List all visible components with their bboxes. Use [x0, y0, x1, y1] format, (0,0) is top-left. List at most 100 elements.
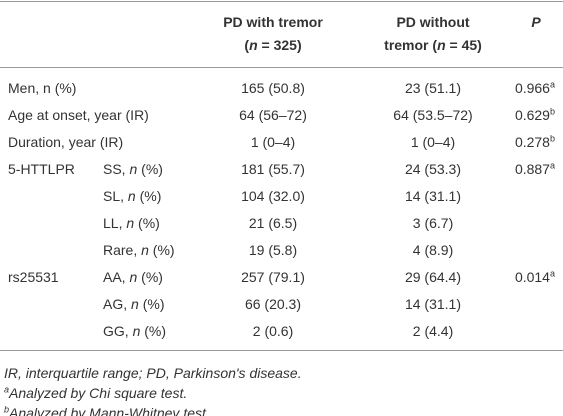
- value-cell: 64 (53.5–72): [333, 106, 533, 124]
- text-run: n: [129, 269, 138, 285]
- text-run: Analyzed by Chi square test.: [9, 385, 188, 401]
- value-cell: 1 (0–4): [333, 133, 533, 151]
- cell-text: rs25531: [8, 269, 59, 285]
- cell-text: 0.278: [514, 134, 550, 150]
- text-run: = 325): [257, 37, 302, 53]
- label: Rare, n (%): [103, 242, 175, 258]
- value-cell: 181 (55.7): [173, 160, 373, 178]
- cell-text: 23 (51.1): [404, 80, 462, 96]
- row-label: Men, n (%): [8, 79, 76, 97]
- cell-text: 66 (20.3): [244, 296, 302, 312]
- text-run: (%): [137, 269, 163, 285]
- label: Men, n (%): [8, 80, 76, 96]
- text-run: n: [129, 161, 138, 177]
- value-cell: 23 (51.1): [333, 79, 533, 97]
- text-run: (%): [137, 161, 163, 177]
- cell-text: 4 (8.9): [412, 242, 454, 258]
- label: AA, n (%): [103, 269, 163, 285]
- cell-text: 165 (50.8): [241, 80, 305, 96]
- text-run: n: [141, 242, 149, 258]
- cell-text: 64 (56–72): [239, 107, 307, 123]
- superscript: b: [549, 106, 555, 117]
- text-run: Rare,: [103, 242, 142, 258]
- text-run: P: [531, 14, 541, 30]
- label: GG, n (%): [103, 323, 166, 339]
- superscript: a: [549, 268, 555, 279]
- text-run: (%): [135, 188, 162, 204]
- value-cell: 21 (6.5): [173, 214, 373, 232]
- row-label: SL, n (%): [103, 187, 161, 205]
- text-run: (%): [138, 296, 165, 312]
- value-cell: 2 (4.4): [333, 322, 533, 340]
- text-run: (%): [140, 323, 167, 339]
- group-label: rs25531: [8, 268, 59, 286]
- cell-text: 64 (53.5–72): [393, 107, 473, 123]
- cell-text: 2 (0.6): [252, 323, 294, 339]
- cell-text: 24 (53.3): [404, 161, 462, 177]
- p-value: 0.887a: [515, 160, 555, 178]
- p-value: 0.629b: [515, 106, 555, 124]
- label: SL, n (%): [103, 188, 161, 204]
- rule: [0, 1, 563, 2]
- text-run: = 45): [445, 37, 482, 53]
- cell-text: 257 (79.1): [241, 269, 305, 285]
- row-label: AG, n (%): [103, 295, 164, 313]
- text-run: n: [437, 37, 446, 53]
- superscript: a: [549, 79, 555, 90]
- text-run: AA,: [103, 269, 130, 285]
- text-run: PD without: [396, 14, 470, 30]
- value-cell: 3 (6.7): [333, 214, 533, 232]
- cell-text: 0.887: [514, 161, 550, 177]
- text-run: Age at onset, year (IR): [8, 107, 149, 123]
- p-value: 0.014a: [515, 268, 555, 286]
- row-label: Rare, n (%): [103, 241, 175, 259]
- text-run: n: [127, 188, 136, 204]
- superscript: a: [549, 160, 555, 171]
- row-label: Duration, year (IR): [8, 133, 123, 151]
- row-label: LL, n (%): [103, 214, 160, 232]
- value-cell: 29 (64.4): [333, 268, 533, 286]
- footnote: IR, interquartile range; PD, Parkinson's…: [4, 364, 302, 382]
- cell-text: 1 (0–4): [250, 134, 296, 150]
- value-cell: 104 (32.0): [173, 187, 373, 205]
- cell-text: 19 (5.8): [248, 242, 298, 258]
- header-cell: P: [436, 13, 563, 31]
- cell-text: 14 (31.1): [404, 188, 462, 204]
- rule: [0, 67, 563, 68]
- footnote: bAnalyzed by Mann-Whitney test.: [4, 404, 210, 416]
- row-label: GG, n (%): [103, 322, 166, 340]
- text-run: AG,: [103, 296, 132, 312]
- text-run: tremor (: [384, 37, 438, 53]
- label: Age at onset, year (IR): [8, 107, 149, 123]
- group-label: 5-HTTLPR: [8, 160, 75, 178]
- value-cell: 1 (0–4): [173, 133, 373, 151]
- cell-text: 0.014: [514, 269, 550, 285]
- text-run: n: [249, 37, 258, 53]
- label: SS, n (%): [103, 161, 163, 177]
- text-run: n: [131, 296, 139, 312]
- header-cell: PD without: [333, 13, 533, 31]
- text-run: (%): [134, 215, 160, 231]
- text-run: Men, n (%): [8, 80, 77, 96]
- value-cell: 2 (0.6): [173, 322, 373, 340]
- text-run: GG,: [103, 323, 133, 339]
- cell-text: 0.966: [514, 80, 550, 96]
- value-cell: 14 (31.1): [333, 187, 533, 205]
- value-cell: 66 (20.3): [173, 295, 373, 313]
- footnote: aAnalyzed by Chi square test.: [4, 384, 187, 402]
- text-run: Duration, year (IR): [8, 134, 124, 150]
- header-cell: tremor (n = 45): [333, 36, 533, 54]
- superscript: b: [549, 133, 555, 144]
- cell-text: 14 (31.1): [404, 296, 462, 312]
- header-cell: (n = 325): [173, 36, 373, 54]
- cell-text: 1 (0–4): [410, 134, 456, 150]
- text-run: (: [244, 37, 250, 53]
- cell-text: 181 (55.7): [241, 161, 305, 177]
- text-run: PD with tremor: [223, 14, 323, 30]
- text-run: SL,: [103, 188, 128, 204]
- cell-text: 2 (4.4): [412, 323, 454, 339]
- value-cell: 4 (8.9): [333, 241, 533, 259]
- value-cell: 19 (5.8): [173, 241, 373, 259]
- text-run: (%): [148, 242, 175, 258]
- label: Duration, year (IR): [8, 134, 123, 150]
